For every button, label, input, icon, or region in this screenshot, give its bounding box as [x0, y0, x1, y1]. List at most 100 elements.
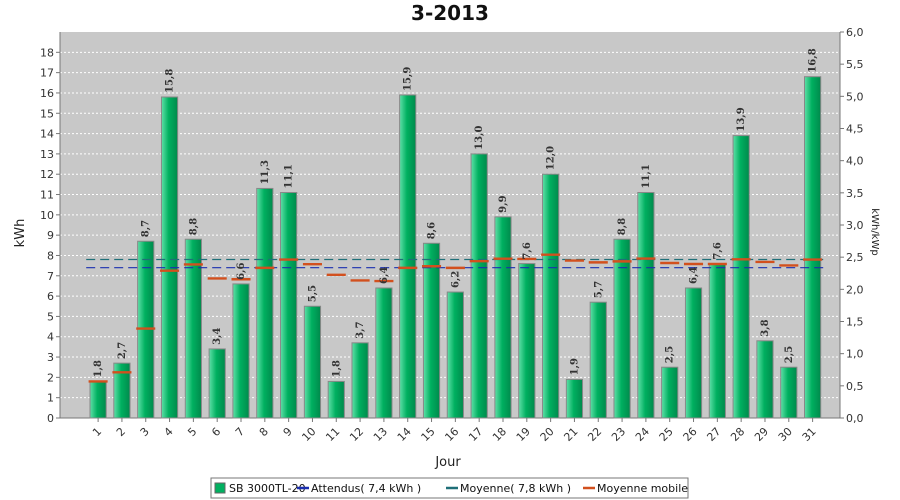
- x-tick-label: 16: [442, 425, 461, 444]
- data-label: 7,6: [522, 242, 533, 259]
- x-tick-label: 26: [681, 425, 700, 444]
- x-tick-label: 6: [209, 425, 223, 439]
- x-tick-label: 10: [299, 425, 318, 444]
- data-label: 13,0: [474, 125, 485, 149]
- data-label: 15,8: [165, 69, 176, 93]
- x-tick-label: 1: [90, 425, 104, 439]
- y-tick-label: 8: [47, 249, 54, 262]
- y-tick-label: 15: [40, 107, 54, 120]
- x-tick-label: 19: [514, 425, 533, 444]
- data-label: 3,4: [212, 327, 223, 344]
- y2-tick-label: 4,0: [846, 155, 864, 168]
- x-tick-label: 5: [185, 425, 199, 439]
- x-tick-label: 25: [657, 425, 676, 444]
- legend-entry: Attendus( 7,4 kWh ): [311, 482, 421, 495]
- bar: [351, 342, 369, 419]
- y-tick-label: 0: [47, 412, 54, 425]
- y2-tick-label: 3,0: [846, 219, 864, 232]
- data-label: 3,8: [760, 319, 771, 336]
- y2-axis-label: kWh/kWp: [869, 208, 880, 255]
- y-tick-label: 4: [47, 331, 54, 344]
- x-tick-label: 4: [162, 425, 176, 439]
- data-label: 2,7: [117, 342, 128, 359]
- bar: [446, 291, 464, 419]
- data-label: 8,6: [427, 222, 438, 239]
- bar: [303, 305, 322, 419]
- legend-entry: Moyenne mobile: [597, 482, 688, 495]
- bar: [684, 287, 703, 419]
- x-tick-label: 18: [490, 425, 509, 444]
- data-label: 3,7: [355, 321, 366, 338]
- bar: [780, 366, 798, 419]
- legend-entry: Moyenne( 7,8 kWh ): [460, 482, 571, 495]
- bar: [470, 153, 488, 419]
- y-tick-label: 14: [40, 128, 54, 141]
- data-label: 1,8: [93, 360, 104, 377]
- y2-tick-label: 2,0: [846, 283, 864, 296]
- data-label: 8,7: [141, 220, 152, 237]
- x-tick-label: 17: [466, 425, 485, 444]
- plot-area: 01234567891011121314151617180,00,51,01,5…: [40, 26, 864, 444]
- y-tick-label: 16: [40, 87, 54, 100]
- data-label: 6,6: [236, 262, 247, 279]
- data-label: 6,4: [379, 267, 390, 284]
- bar: [589, 301, 607, 419]
- y2-tick-label: 4,5: [846, 123, 864, 136]
- data-label: 11,1: [284, 164, 295, 188]
- bar: [565, 378, 584, 419]
- x-tick-label: 31: [800, 425, 819, 444]
- data-label: 11,3: [260, 160, 271, 184]
- y-tick-label: 10: [40, 209, 54, 222]
- bar: [708, 263, 726, 419]
- x-tick-label: 20: [538, 425, 557, 444]
- data-label: 11,1: [641, 164, 652, 188]
- data-label: 2,5: [665, 346, 676, 363]
- y2-tick-label: 3,5: [846, 187, 864, 200]
- x-tick-label: 13: [371, 425, 390, 444]
- x-tick-label: 9: [281, 425, 295, 439]
- y-tick-label: 6: [47, 290, 54, 303]
- x-tick-label: 3: [138, 425, 152, 439]
- data-label: 7,6: [712, 242, 723, 259]
- y2-tick-label: 1,5: [846, 316, 864, 329]
- y-tick-label: 9: [47, 229, 54, 242]
- data-label: 8,8: [617, 218, 628, 235]
- bar: [613, 238, 631, 419]
- x-tick-label: 30: [776, 425, 795, 444]
- x-tick-label: 14: [395, 425, 414, 444]
- x-tick-label: 12: [347, 425, 366, 444]
- x-tick-label: 24: [633, 425, 652, 444]
- y-tick-label: 5: [47, 310, 54, 323]
- data-label: 5,5: [307, 285, 318, 302]
- data-label: 6,2: [450, 271, 461, 288]
- x-tick-label: 22: [585, 425, 604, 444]
- y2-tick-label: 5,5: [846, 58, 864, 71]
- legend-entry: SB 3000TL-20: [229, 482, 306, 495]
- bar: [804, 76, 822, 419]
- x-tick-label: 11: [323, 425, 342, 444]
- y2-tick-label: 0,0: [846, 412, 864, 425]
- bar: [232, 283, 250, 419]
- bar: [494, 216, 512, 419]
- bar: [542, 173, 560, 419]
- y2-tick-label: 2,5: [846, 251, 864, 264]
- y-tick-label: 1: [47, 392, 54, 405]
- bar: [160, 96, 179, 419]
- y-tick-label: 7: [47, 270, 54, 283]
- bar: [756, 340, 774, 419]
- y2-tick-label: 1,0: [846, 348, 864, 361]
- y2-tick-label: 5,0: [846, 90, 864, 103]
- data-label: 16,8: [808, 48, 819, 72]
- y-axis-label: kWh: [13, 219, 28, 248]
- bar: [661, 366, 679, 419]
- bar: [518, 263, 536, 419]
- y-tick-label: 18: [40, 46, 54, 59]
- y-tick-label: 11: [40, 189, 54, 202]
- legend: SB 3000TL-20 Attendus( 7,4 kWh ) Moyenne( …: [210, 477, 689, 499]
- legend-swatch: [214, 482, 226, 494]
- data-label: 15,9: [403, 67, 414, 91]
- bar: [280, 191, 298, 419]
- data-label: 13,9: [736, 107, 747, 131]
- data-label: 12,0: [546, 146, 557, 170]
